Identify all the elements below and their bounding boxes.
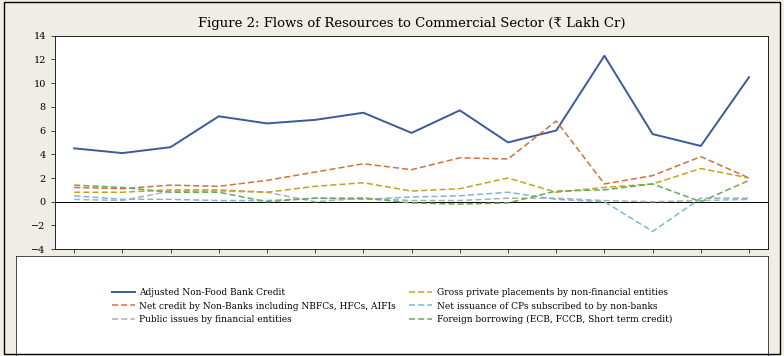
- Title: Figure 2: Flows of Resources to Commercial Sector (₹ Lakh Cr): Figure 2: Flows of Resources to Commerci…: [198, 17, 626, 30]
- Legend: Adjusted Non-Food Bank Credit, Net credit by Non-Banks including NBFCs, HFCs, AI: Adjusted Non-Food Bank Credit, Net credi…: [107, 284, 677, 329]
